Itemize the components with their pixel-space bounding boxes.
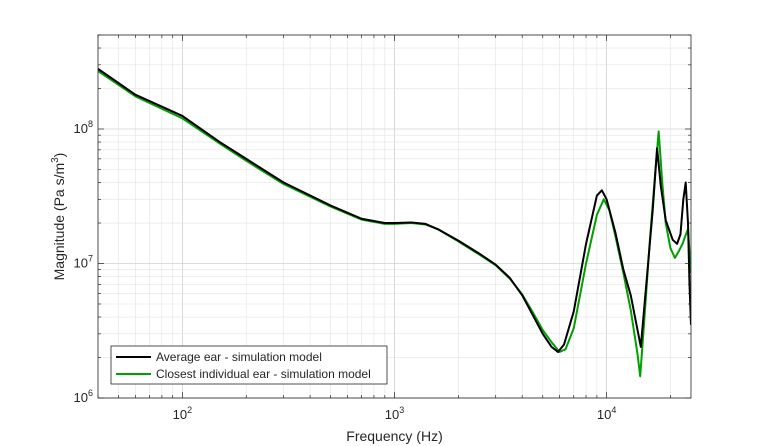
legend-label-average-ear: Average ear - simulation model	[156, 350, 322, 364]
series-average-ear-line	[98, 68, 691, 353]
legend-label-closest-individual-ear: Closest individual ear - simulation mode…	[156, 367, 371, 381]
y-tick-label: 106	[74, 388, 93, 405]
x-tick-label: 103	[385, 405, 404, 422]
y-tick-label: 108	[74, 119, 93, 136]
legend: Average ear - simulation model Closest i…	[110, 345, 388, 385]
grid	[97, 34, 691, 399]
y-axis-label-superscript: 3	[50, 157, 61, 163]
legend-box	[110, 345, 388, 385]
y-axis-label: Magnitude (Pa s/m3)	[50, 153, 67, 281]
series-layer	[98, 68, 691, 378]
axis-ticks	[97, 34, 691, 399]
x-axis-label: Frequency (Hz)	[346, 428, 442, 444]
tick-labels: 102 103 104 106 107 108	[74, 119, 617, 422]
y-tick-label: 107	[74, 254, 93, 271]
x-tick-label: 104	[597, 405, 616, 422]
x-tick-label: 102	[173, 405, 192, 422]
